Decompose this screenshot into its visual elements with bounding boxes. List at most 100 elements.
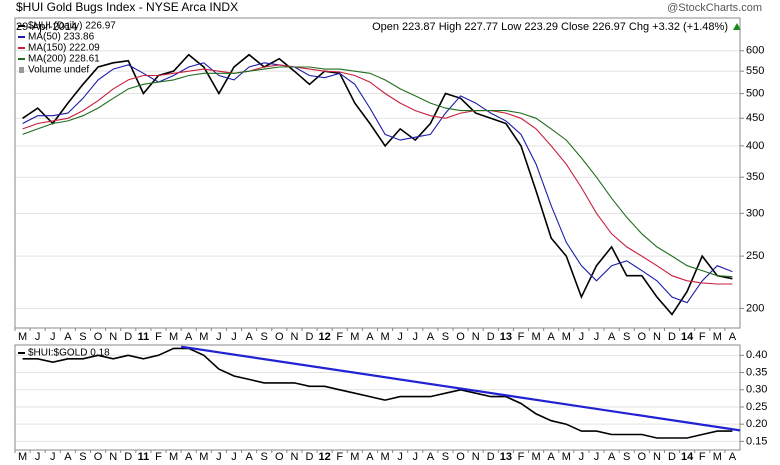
up-arrow: [733, 23, 741, 30]
x-tick-label: M: [562, 451, 571, 463]
x-tick-label: M: [199, 451, 208, 463]
x-tick-label: F: [155, 331, 162, 343]
x-tick-label: S: [442, 451, 449, 463]
x-tick-label: F: [336, 451, 343, 463]
x-tick-label: O: [638, 451, 647, 463]
x-tick-label: O: [275, 451, 284, 463]
x-tick-label: J: [397, 451, 403, 463]
x-tick-label: M: [562, 331, 571, 343]
x-tick-label: F: [518, 451, 525, 463]
panel-frame: [14, 17, 741, 329]
x-tick-label: S: [79, 331, 86, 343]
x-tick-label: M: [18, 331, 27, 343]
x-tick-label: J: [594, 331, 600, 343]
x-tick-label: A: [64, 451, 72, 463]
x-tick-label: M: [380, 451, 389, 463]
x-tick-label: A: [185, 331, 193, 343]
legend-label: $HUI:$GOLD 0.18: [28, 348, 110, 359]
watermark: @StockCharts.com: [667, 2, 762, 14]
x-tick-label: D: [124, 451, 132, 463]
x-tick-label: F: [155, 451, 162, 463]
x-tick-label: D: [124, 331, 132, 343]
x-tick-label: 14: [681, 331, 694, 343]
x-tick-label: 13: [500, 331, 512, 343]
x-tick-label: M: [350, 331, 359, 343]
x-tick-label: N: [653, 331, 661, 343]
x-tick-label: N: [109, 331, 117, 343]
x-tick-label: J: [579, 451, 585, 463]
x-tick-label: A: [548, 451, 556, 463]
x-tick-label: J: [216, 331, 222, 343]
x-tick-label: 13: [500, 451, 512, 463]
legend-label: MA(50) 233.86: [28, 32, 95, 43]
x-tick-label: M: [713, 451, 722, 463]
series-line: [22, 53, 733, 316]
legend-swatch: [19, 67, 24, 73]
y-tick-label: 200: [746, 302, 764, 314]
x-tick-label: J: [50, 331, 56, 343]
x-tick-label: 12: [319, 331, 331, 343]
x-tick-label: A: [729, 331, 737, 343]
x-tick-label: J: [594, 451, 600, 463]
x-tick-label: S: [442, 331, 449, 343]
x-tick-label: A: [608, 331, 616, 343]
panel-frame: [14, 344, 741, 451]
quote: Open 223.87 High 227.77 Low 223.29 Close…: [372, 21, 728, 33]
x-tick-label: F: [699, 451, 706, 463]
y-tick-label: 0.35: [746, 366, 767, 378]
series-line: [22, 66, 733, 278]
legend-label: Volume undef: [28, 65, 89, 76]
x-tick-label: A: [608, 451, 616, 463]
x-tick-label: D: [487, 331, 495, 343]
x-tick-label: J: [413, 331, 419, 343]
trend-line: [180, 345, 741, 432]
x-tick-label: 14: [681, 451, 694, 463]
y-tick-label: 550: [746, 65, 764, 77]
x-tick-label: M: [532, 451, 541, 463]
x-tick-label: S: [261, 331, 268, 343]
x-tick-label: A: [366, 451, 374, 463]
x-tick-label: M: [380, 331, 389, 343]
x-tick-label: D: [487, 451, 495, 463]
x-tick-label: A: [185, 451, 193, 463]
x-tick-label: J: [413, 451, 419, 463]
x-tick-label: N: [290, 331, 298, 343]
x-tick-label: J: [35, 331, 41, 343]
x-tick-label: D: [306, 331, 314, 343]
legend-label: MA(200) 228.61: [28, 54, 100, 65]
y-tick-label: 450: [746, 112, 764, 124]
x-tick-label: A: [427, 331, 435, 343]
x-tick-label: D: [668, 451, 676, 463]
x-tick-label: J: [231, 451, 237, 463]
x-tick-label: O: [94, 451, 103, 463]
x-tick-label: S: [623, 451, 630, 463]
x-tick-label: O: [94, 331, 103, 343]
y-tick-label: 0.20: [746, 418, 767, 430]
chart-title: $HUI Gold Bugs Index - NYSE Arca INDX: [16, 0, 238, 14]
x-tick-label: M: [169, 331, 178, 343]
series-line: [22, 62, 733, 304]
series-line: [22, 64, 733, 285]
x-tick-label: J: [35, 451, 41, 463]
date: 29-Apr-2014: [16, 21, 77, 33]
x-tick-label: S: [623, 331, 630, 343]
x-tick-label: A: [245, 451, 253, 463]
x-tick-label: O: [275, 331, 284, 343]
x-tick-label: J: [231, 331, 237, 343]
x-tick-label: 11: [138, 451, 150, 463]
y-tick-label: 0.15: [746, 435, 767, 447]
x-tick-label: F: [518, 331, 525, 343]
x-tick-label: J: [579, 331, 585, 343]
x-tick-label: O: [638, 331, 647, 343]
x-tick-label: N: [472, 331, 480, 343]
y-tick-label: 400: [746, 140, 764, 152]
y-tick-label: 600: [746, 45, 764, 57]
x-tick-label: S: [261, 451, 268, 463]
x-tick-label: M: [169, 451, 178, 463]
x-tick-label: D: [306, 451, 314, 463]
x-tick-label: F: [699, 331, 706, 343]
y-tick-label: 250: [746, 250, 764, 262]
x-tick-label: 11: [138, 331, 150, 343]
